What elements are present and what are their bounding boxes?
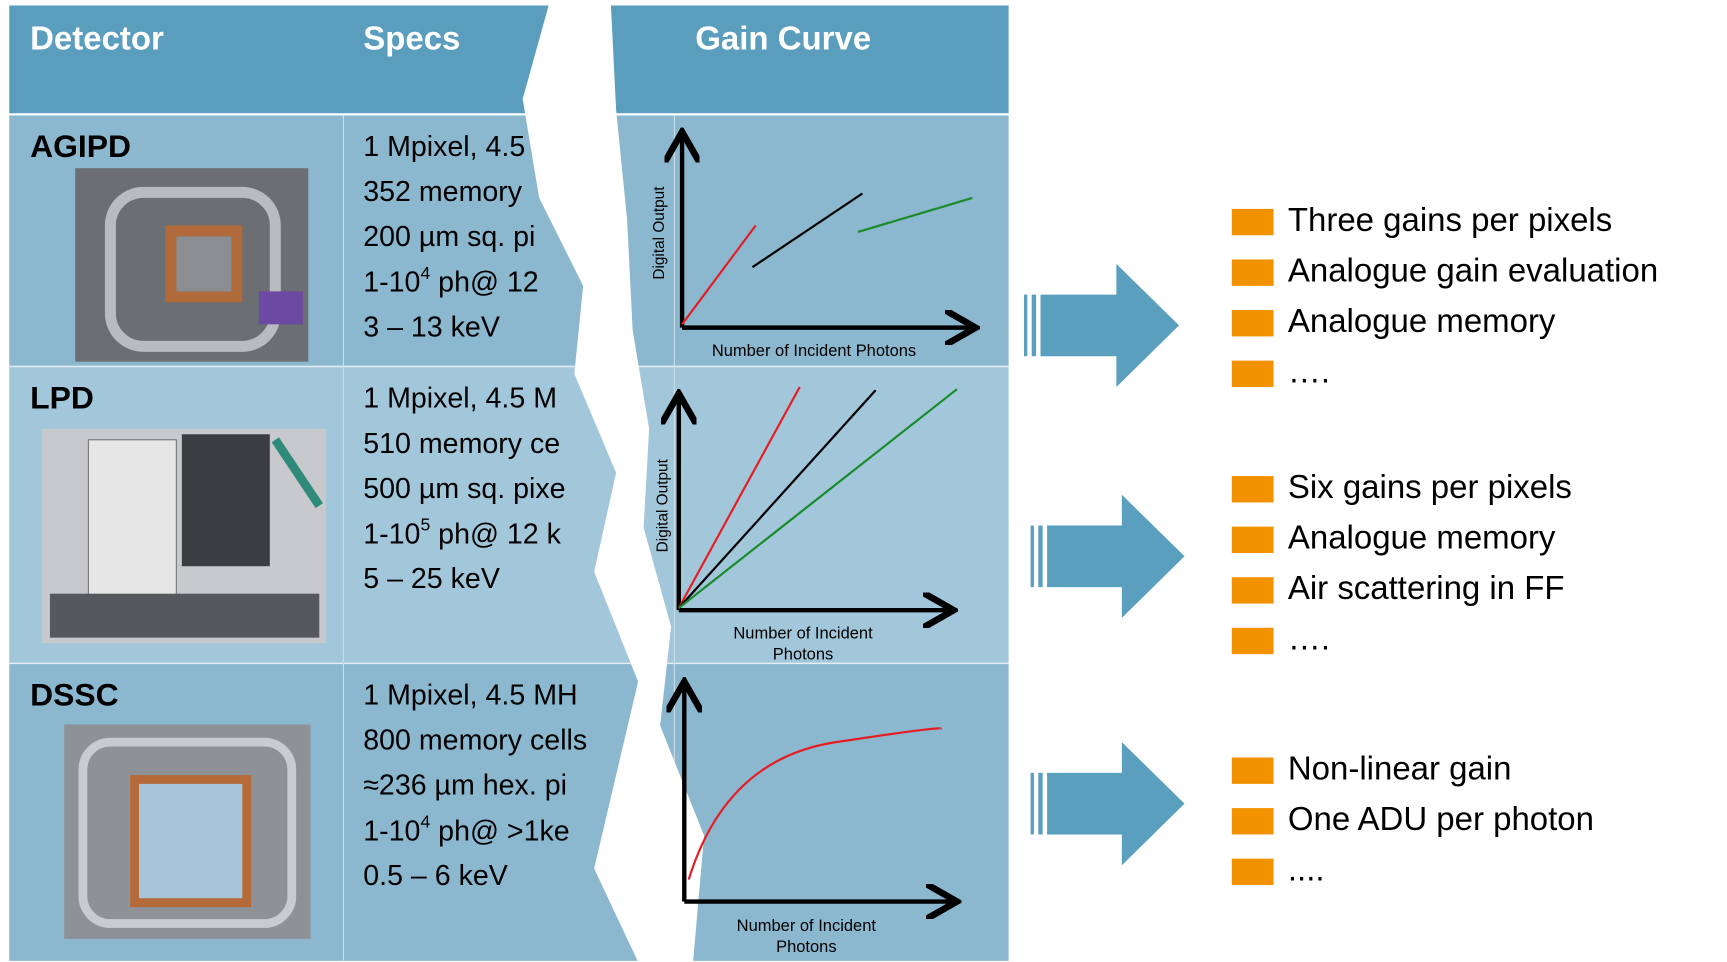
spec-line: 0.5 – 6 keV [363, 860, 508, 892]
spec-line: 1 Mpixel, 4.5 M [363, 383, 557, 415]
spec-line: ≈236 µm hex. pi [363, 770, 567, 802]
table-header [9, 5, 1009, 114]
feature-text: …. [1288, 620, 1330, 657]
superscript: 4 [420, 811, 430, 831]
feature-text: Non-linear gain [1288, 749, 1512, 786]
spec-line: 800 memory cells [363, 725, 587, 757]
feature-text: Analogue memory [1288, 519, 1556, 556]
bullet [1231, 360, 1274, 387]
spec-text: 1-10 [363, 815, 420, 847]
spec-line: 3 – 13 keV [363, 311, 500, 343]
feature-text: Six gains per pixels [1288, 468, 1572, 505]
spec-line: 1-104 ph@ >1ke [363, 811, 569, 847]
column-header: Detector [30, 19, 164, 56]
feature-text: Three gains per pixels [1288, 201, 1612, 238]
spec-text: ph@ 12 k [430, 518, 561, 550]
y-axis-label: Digital Output [651, 186, 668, 280]
spec-line: 1 Mpixel, 4.5 [363, 131, 525, 163]
feature-text: Air scattering in FF [1288, 569, 1565, 606]
spec-line: 1 Mpixel, 4.5 MH [363, 680, 577, 712]
arrows [1024, 263, 1185, 866]
spec-line: 200 µm sq. pi [363, 221, 535, 253]
bullet [1231, 259, 1274, 286]
detector-name: DSSC [30, 676, 119, 712]
spec-line: 352 memory [363, 176, 523, 208]
feature-text: Analogue gain evaluation [1288, 251, 1658, 288]
superscript: 4 [420, 262, 430, 282]
spec-line: 510 memory ce [363, 428, 560, 460]
bullet [1231, 808, 1274, 835]
bullet [1231, 310, 1274, 337]
bullet [1231, 757, 1274, 784]
bullet [1231, 208, 1274, 236]
spec-text: 1-10 [363, 266, 420, 298]
spec-line: 500 µm sq. pixe [363, 473, 565, 505]
detector-name: AGIPD [30, 128, 131, 164]
bullet [1231, 627, 1274, 655]
spec-line: 5 – 25 keV [363, 563, 500, 595]
spec-text: ph@ >1ke [430, 815, 569, 847]
spec-text: ph@ 12 [430, 266, 538, 298]
bullet [1231, 858, 1274, 886]
feature-text: .... [1288, 851, 1325, 888]
y-axis-label: Digital Output [654, 458, 671, 552]
superscript: 5 [420, 514, 430, 534]
bullet [1231, 577, 1274, 604]
x-axis-label: Number of Incident [737, 917, 877, 935]
feature-text: …. [1288, 353, 1330, 390]
spec-text: 1-10 [363, 518, 420, 550]
feature-text: Analogue memory [1288, 302, 1556, 339]
bullet [1231, 476, 1274, 503]
column-header: Specs [363, 19, 460, 56]
x-axis-label: Number of Incident Photons [712, 342, 916, 360]
x-axis-label: Number of Incident [733, 625, 873, 643]
spec-line: 1-104 ph@ 12 [363, 262, 538, 298]
photo [42, 428, 326, 644]
bullet [1231, 526, 1274, 554]
detector-name: LPD [30, 380, 94, 416]
spec-line: 1-105 ph@ 12 k [363, 514, 561, 550]
photo [75, 168, 309, 362]
gain-curves [679, 136, 973, 901]
x-axis-label: Photons [773, 646, 834, 664]
tear [522, 0, 705, 962]
feature-text: One ADU per photon [1288, 800, 1594, 837]
photo [64, 724, 311, 939]
x-axis-label: Photons [776, 938, 837, 956]
column-header: Gain Curve [695, 19, 871, 56]
